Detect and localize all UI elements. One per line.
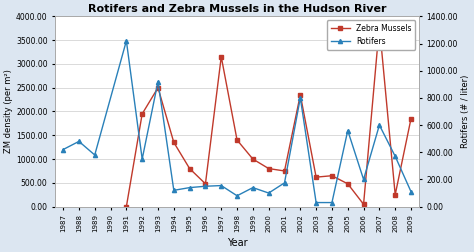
- Zebra Mussels: [329, 174, 335, 177]
- Rotifers: [187, 186, 192, 189]
- Line: Zebra Mussels: Zebra Mussels: [124, 24, 413, 209]
- Rotifers: [76, 140, 82, 143]
- Rotifers: [345, 129, 351, 132]
- Rotifers: [171, 189, 177, 192]
- Rotifers: [219, 184, 224, 187]
- Title: Rotifers and Zebra Mussels in the Hudson River: Rotifers and Zebra Mussels in the Hudson…: [88, 4, 386, 14]
- Line: Rotifers: Rotifers: [61, 39, 413, 205]
- Rotifers: [408, 190, 414, 193]
- Rotifers: [298, 96, 303, 99]
- Rotifers: [155, 80, 161, 83]
- Zebra Mussels: [298, 93, 303, 96]
- Zebra Mussels: [250, 158, 255, 161]
- Rotifers: [376, 123, 382, 127]
- Rotifers: [329, 201, 335, 204]
- Legend: Zebra Mussels, Rotifers: Zebra Mussels, Rotifers: [327, 20, 415, 50]
- Zebra Mussels: [361, 203, 366, 206]
- Rotifers: [234, 194, 240, 197]
- Zebra Mussels: [345, 182, 351, 185]
- Y-axis label: Rotifers (# / liter): Rotifers (# / liter): [461, 75, 470, 148]
- Zebra Mussels: [266, 167, 272, 170]
- Rotifers: [202, 185, 208, 188]
- Zebra Mussels: [202, 182, 208, 185]
- Zebra Mussels: [124, 205, 129, 208]
- Rotifers: [250, 186, 255, 189]
- Rotifers: [124, 39, 129, 42]
- Rotifers: [139, 158, 145, 161]
- Y-axis label: ZM density (per m²): ZM density (per m²): [4, 70, 13, 153]
- Rotifers: [282, 181, 287, 184]
- Zebra Mussels: [171, 141, 177, 144]
- Rotifers: [60, 148, 66, 151]
- Zebra Mussels: [376, 24, 382, 27]
- Zebra Mussels: [408, 117, 414, 120]
- Zebra Mussels: [187, 167, 192, 170]
- Rotifers: [392, 155, 398, 158]
- Rotifers: [313, 201, 319, 204]
- Rotifers: [361, 178, 366, 181]
- Zebra Mussels: [282, 169, 287, 172]
- Zebra Mussels: [219, 55, 224, 58]
- Rotifers: [92, 153, 98, 156]
- Zebra Mussels: [392, 193, 398, 196]
- Rotifers: [266, 192, 272, 195]
- Zebra Mussels: [313, 176, 319, 179]
- Zebra Mussels: [155, 86, 161, 89]
- X-axis label: Year: Year: [227, 238, 247, 248]
- Zebra Mussels: [139, 112, 145, 115]
- Zebra Mussels: [234, 139, 240, 142]
